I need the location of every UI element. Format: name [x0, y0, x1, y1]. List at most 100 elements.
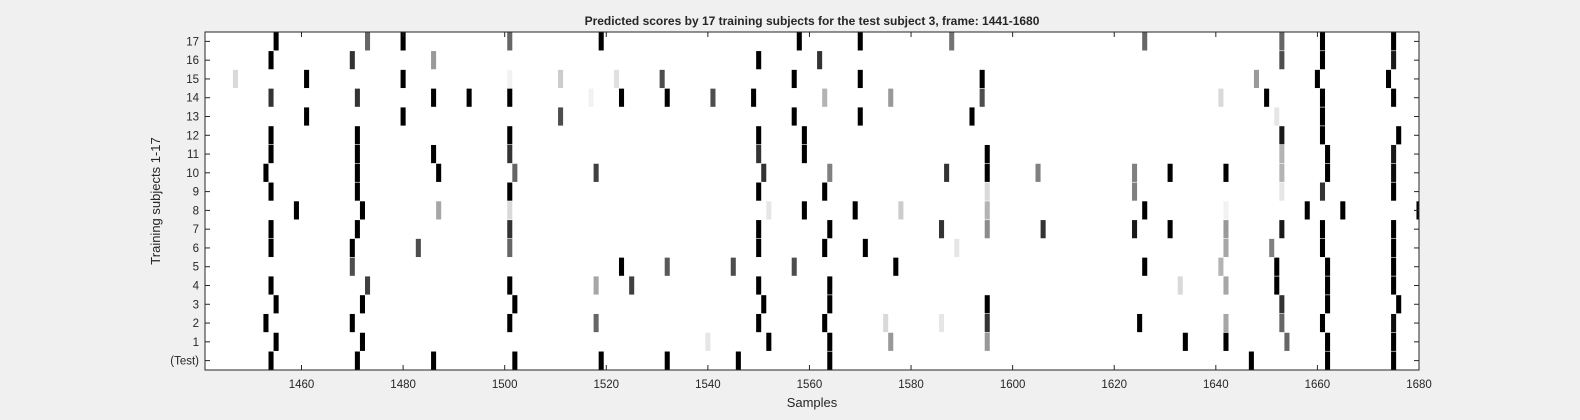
heatmap-cell [436, 201, 442, 220]
x-tick-label: 1540 [695, 379, 721, 391]
heatmap-cell [735, 351, 741, 370]
heatmap-cell [1279, 51, 1285, 70]
heatmap-cell [984, 201, 990, 220]
heatmap-cell [1319, 126, 1326, 145]
y-tick-label: 17 [186, 36, 199, 48]
heatmap-cell [1391, 332, 1397, 351]
heatmap-cell [1223, 163, 1229, 182]
heatmap-cell [1284, 332, 1290, 351]
heatmap-cell [888, 88, 894, 107]
heatmap-cell [1319, 32, 1326, 51]
heatmap-cell [263, 313, 269, 333]
heatmap-cell [268, 88, 274, 107]
heatmap-cell [268, 144, 274, 164]
heatmap-cell [984, 332, 990, 351]
y-tick-label: 7 [193, 224, 199, 236]
heatmap-cell [268, 182, 274, 201]
x-tick-label: 1620 [1101, 379, 1127, 391]
heatmap-cell [1248, 351, 1254, 370]
y-tick-label: 12 [186, 130, 199, 142]
heatmap-cell [827, 276, 833, 295]
heatmap-cell [984, 144, 990, 164]
heatmap-cell [1325, 276, 1331, 295]
heatmap-cell [979, 69, 985, 89]
y-tick-label: 3 [193, 299, 199, 311]
heatmap-cell [751, 88, 757, 107]
heatmap-cell [801, 126, 807, 145]
heatmap-cell [593, 163, 599, 182]
heatmap-cells [232, 32, 1419, 370]
heatmap-cell [1391, 238, 1397, 258]
heatmap-cell [507, 32, 513, 51]
heatmap-cell [359, 201, 365, 220]
heatmap-cell [883, 313, 889, 333]
heatmap-cell [507, 69, 513, 89]
heatmap-cell [969, 107, 975, 126]
heatmap-cell [827, 351, 833, 370]
heatmap-cell [400, 69, 406, 89]
heatmap-cell [359, 295, 365, 314]
heatmap-cell [354, 351, 360, 370]
heatmap-cell [939, 313, 945, 333]
heatmap-cell [801, 144, 807, 164]
heatmap-cell [1391, 351, 1397, 370]
heatmap-cell [984, 313, 990, 333]
heatmap-cell [939, 220, 945, 239]
heatmap-cell [664, 88, 670, 107]
heatmap-cell [1142, 201, 1148, 220]
heatmap-cell [1182, 332, 1188, 351]
heatmap-cell [268, 238, 274, 258]
heatmap-cell [1279, 313, 1285, 333]
heatmap-cell [1279, 220, 1285, 239]
heatmap-cell [1274, 257, 1280, 276]
heatmap-cell [791, 107, 797, 126]
heatmap-cell [1253, 69, 1259, 89]
heatmap-cell [1319, 88, 1326, 107]
heatmap-cell [862, 238, 868, 258]
heatmap-cell [507, 126, 513, 145]
heatmap-cell [507, 88, 513, 107]
heatmap-cell [400, 107, 406, 126]
heatmap-cell [1279, 163, 1285, 182]
heatmap-cell [466, 88, 472, 107]
heatmap-cell [1040, 220, 1046, 239]
heatmap-cell [1264, 88, 1270, 107]
heatmap-cell [1325, 144, 1331, 164]
heatmap-cell [1391, 163, 1397, 182]
y-tick-label: 5 [193, 262, 199, 274]
heatmap-cell [588, 88, 594, 107]
heatmap-cell [1319, 182, 1326, 201]
x-tick-label: 1560 [797, 379, 823, 391]
heatmap-cell [796, 32, 802, 51]
heatmap-cell [507, 313, 513, 333]
heatmap-cell [1279, 32, 1285, 51]
heatmap-cell [791, 257, 797, 276]
heatmap-cell [431, 351, 437, 370]
heatmap-cell [888, 332, 894, 351]
heatmap-cell [822, 88, 828, 107]
heatmap-cell [1319, 220, 1326, 239]
heatmap-cell [1396, 295, 1402, 314]
heatmap-cell [664, 257, 670, 276]
heatmap-cell [558, 107, 564, 126]
heatmap-cell [1035, 163, 1041, 182]
heatmap-cell [954, 238, 960, 258]
heatmap-cell [822, 313, 828, 333]
heatmap-cell [273, 295, 279, 314]
heatmap-cell [593, 276, 599, 295]
heatmap-cell [593, 313, 599, 333]
y-tick-label: (Test) [170, 356, 199, 368]
heatmap-cell [1391, 182, 1397, 201]
heatmap-cell [1391, 276, 1397, 295]
heatmap-cell [984, 163, 990, 182]
heatmap-cell [801, 201, 807, 220]
y-tick-label: 4 [193, 281, 200, 293]
heatmap-cell [268, 220, 274, 239]
heatmap-cell [827, 163, 833, 182]
heatmap-cell [359, 332, 365, 351]
heatmap-cell [365, 276, 371, 295]
heatmap-cell [984, 182, 990, 201]
x-tick-label: 1520 [593, 379, 619, 391]
heatmap-cell [618, 88, 625, 107]
y-tick-label: 14 [186, 93, 199, 105]
